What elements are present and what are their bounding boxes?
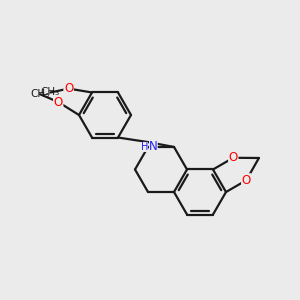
Text: O: O — [54, 95, 63, 109]
Text: H: H — [141, 142, 148, 152]
Text: O: O — [242, 174, 251, 187]
Text: CH₃: CH₃ — [30, 89, 50, 99]
Text: N: N — [149, 140, 158, 154]
Text: O: O — [229, 151, 238, 164]
Text: O: O — [64, 82, 73, 95]
Text: CH₃: CH₃ — [41, 88, 60, 98]
